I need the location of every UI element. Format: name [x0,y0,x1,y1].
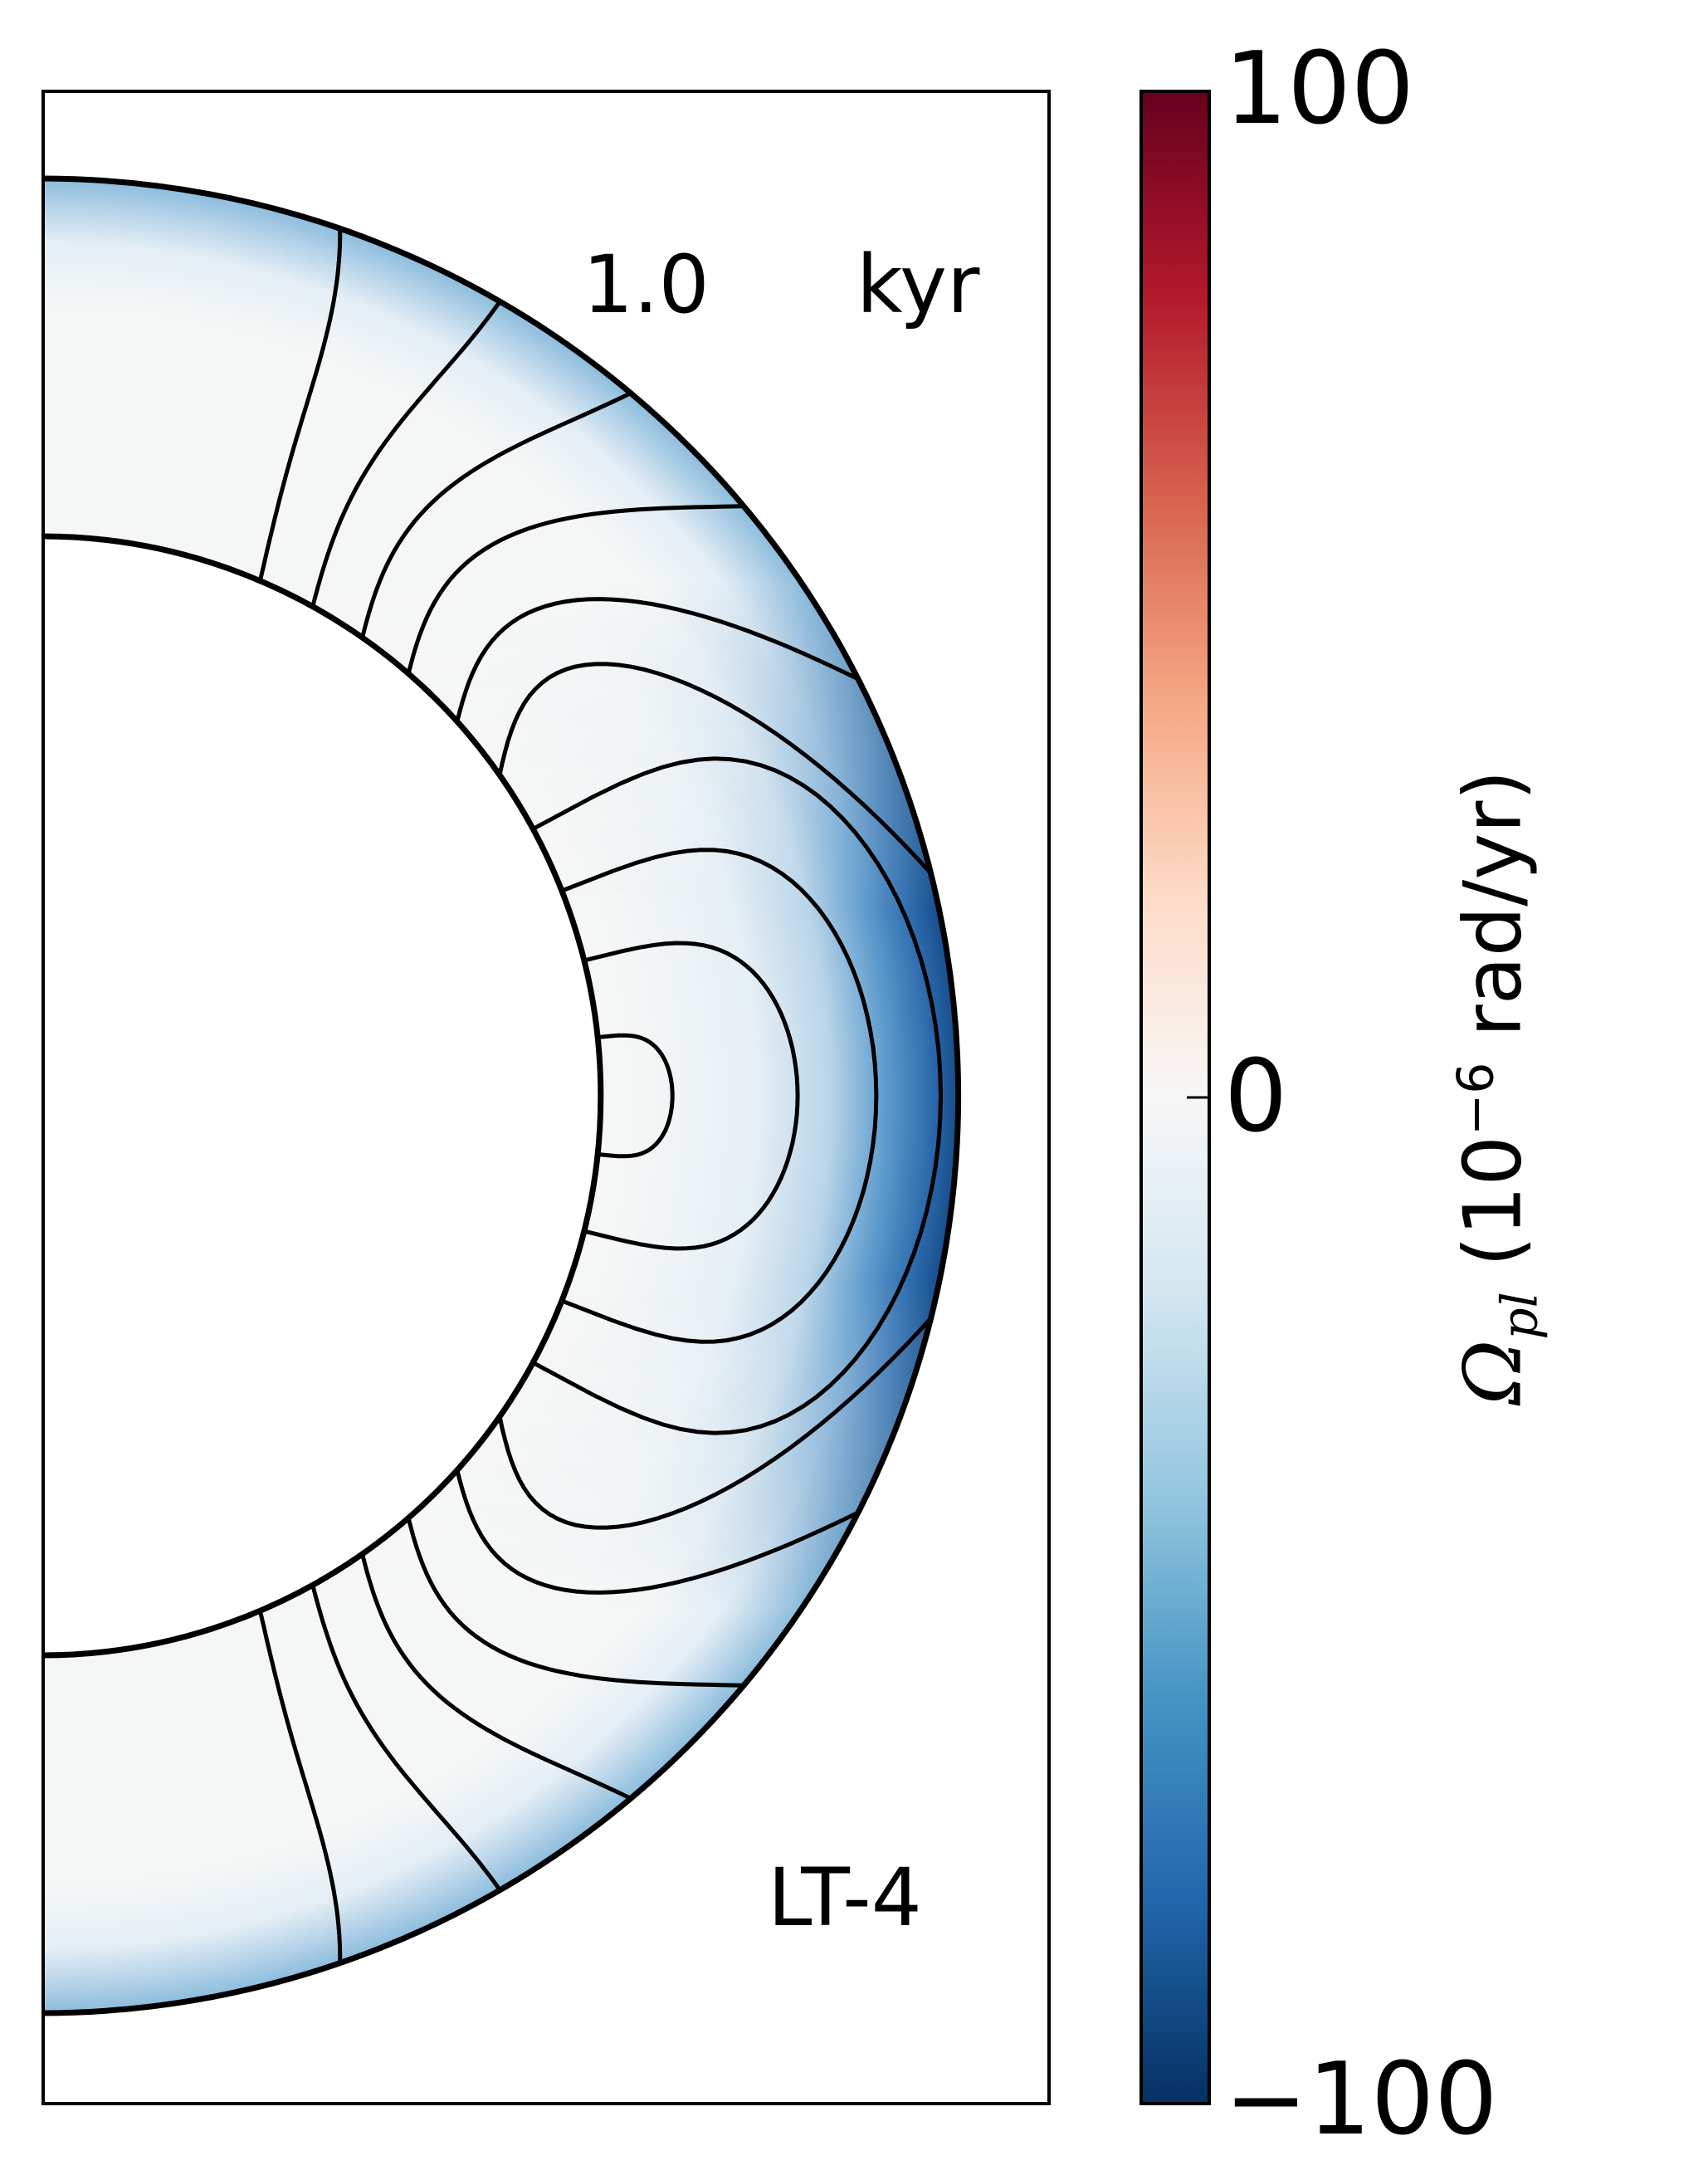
field-line [455,1469,860,1595]
colorbar-title: Ωpl (10−6 rad/yr) [1447,770,1549,1405]
field-line [497,662,934,876]
colorbar-title-symbol: Ω [1447,1339,1540,1405]
plot-frame [41,90,1051,2105]
colorbar [1139,90,1211,2105]
inner-core [43,535,602,1656]
field-loop [532,756,944,1435]
field-loop [583,941,800,1251]
time-unit: kyr [856,238,980,331]
colorbar-title-unit: rad/yr) [1447,770,1540,1038]
model-label: LT-4 [768,1851,922,1944]
time-value: 1.0 [583,238,710,331]
field-line [310,1584,502,1892]
field-line [310,300,502,608]
field-line [497,1316,934,1530]
colorbar-tick-label-zero: 0 [1224,1039,1288,1155]
field-loop [561,848,879,1344]
colorbar-title-exponent: −6 [1447,1062,1505,1136]
field-line [360,1553,632,1801]
field-line [360,391,632,638]
colorbar-title-subscript: pl [1491,1292,1549,1340]
meridional-plot [43,175,962,2016]
field-loop [598,1033,675,1159]
colorbar-title-base: (10 [1447,1136,1540,1267]
field-line [406,1518,744,1688]
field-lines [257,228,944,1963]
inner-boundary [43,533,604,1659]
field-line [257,1610,343,1963]
field-line [257,228,343,582]
field-line [406,504,744,674]
field-line [455,597,860,722]
colorbar-tick-label-max: 100 [1224,32,1415,147]
outer-boundary [43,175,962,2016]
colorbar-tick-label-min: −100 [1224,2042,1498,2158]
